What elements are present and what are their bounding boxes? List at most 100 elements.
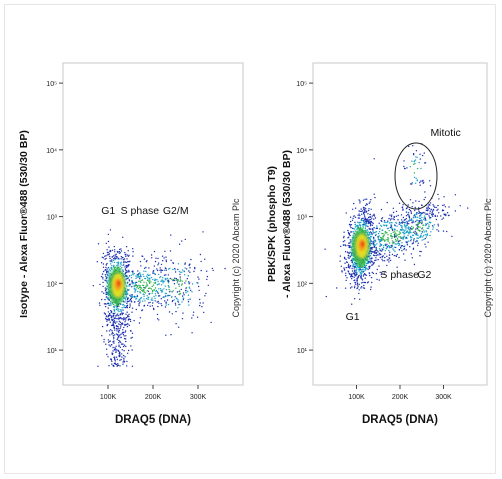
- data-point: [178, 326, 180, 328]
- data-point: [408, 223, 410, 225]
- data-point: [178, 285, 180, 287]
- data-point: [165, 269, 167, 271]
- data-point: [101, 273, 104, 275]
- data-point: [435, 218, 438, 221]
- data-point: [126, 258, 128, 260]
- data-point: [122, 345, 125, 348]
- data-point: [111, 264, 113, 267]
- data-point: [153, 289, 156, 291]
- data-point: [378, 241, 381, 243]
- data-point: [112, 324, 115, 326]
- data-point: [365, 264, 368, 267]
- data-point: [349, 242, 351, 244]
- data-point: [123, 260, 125, 262]
- data-point: [436, 209, 438, 212]
- data-point: [110, 260, 112, 262]
- data-point: [114, 356, 116, 358]
- data-point: [375, 259, 377, 261]
- data-point: [162, 296, 164, 299]
- data-point: [175, 310, 177, 313]
- data-point: [419, 250, 421, 253]
- data-point: [360, 287, 362, 289]
- data-point: [448, 206, 450, 208]
- data-point: [409, 246, 411, 248]
- data-point: [180, 280, 182, 282]
- data-point: [126, 285, 128, 287]
- data-point: [102, 285, 104, 288]
- data-point: [372, 263, 375, 265]
- data-point: [183, 294, 185, 296]
- data-point: [412, 145, 414, 147]
- data-point: [372, 261, 374, 263]
- data-point: [378, 265, 380, 267]
- data-point: [351, 275, 354, 278]
- data-point: [131, 349, 133, 351]
- data-point: [364, 217, 367, 220]
- data-point: [343, 235, 345, 238]
- data-point: [368, 265, 371, 268]
- data-point: [435, 206, 437, 209]
- data-point: [346, 251, 349, 253]
- data-point: [351, 253, 353, 255]
- data-point: [114, 266, 116, 269]
- data-point: [163, 257, 165, 259]
- data-point: [131, 281, 133, 283]
- data-point: [141, 289, 143, 291]
- data-point: [157, 262, 160, 264]
- data-point: [354, 230, 357, 232]
- data-point: [363, 211, 365, 214]
- data-point: [375, 249, 377, 251]
- data-point: [408, 208, 411, 211]
- data-point: [156, 291, 159, 293]
- data-point: [152, 299, 154, 301]
- data-point: [160, 298, 162, 300]
- data-point: [105, 266, 107, 269]
- data-point: [104, 258, 106, 260]
- data-point: [117, 337, 119, 339]
- data-point: [391, 227, 393, 229]
- data-point: [407, 234, 409, 237]
- annotation-label: S phase: [121, 205, 160, 217]
- data-point: [122, 361, 124, 363]
- data-point: [110, 329, 112, 331]
- data-point: [424, 231, 426, 233]
- data-point: [113, 261, 116, 264]
- data-point: [190, 258, 192, 261]
- data-point: [431, 213, 433, 215]
- data-point: [424, 212, 426, 214]
- data-point: [116, 321, 118, 323]
- data-point: [390, 225, 392, 228]
- data-point: [127, 315, 129, 318]
- data-point: [373, 262, 375, 264]
- data-point: [420, 212, 422, 214]
- data-point: [429, 210, 431, 212]
- data-point: [388, 217, 390, 220]
- data-point: [102, 276, 104, 279]
- data-point: [148, 267, 150, 269]
- data-point: [129, 303, 131, 305]
- data-point: [370, 250, 372, 253]
- data-point: [379, 236, 382, 239]
- data-point: [106, 285, 108, 287]
- data-point: [442, 204, 444, 207]
- data-point: [107, 294, 110, 296]
- data-point: [162, 277, 164, 279]
- data-point: [414, 159, 417, 161]
- data-point: [419, 220, 421, 222]
- data-point: [116, 256, 118, 258]
- data-point: [414, 215, 416, 217]
- data-point: [128, 269, 130, 272]
- data-point: [371, 228, 374, 230]
- data-point: [157, 264, 159, 266]
- data-point: [138, 299, 140, 301]
- data-point: [408, 145, 410, 148]
- data-point: [164, 306, 167, 308]
- data-point: [371, 257, 373, 259]
- data-point: [409, 235, 412, 238]
- data-point: [171, 313, 173, 315]
- data-point: [118, 339, 120, 342]
- data-point: [369, 274, 371, 277]
- data-point: [386, 243, 388, 245]
- data-point: [359, 202, 361, 204]
- data-point: [352, 208, 354, 210]
